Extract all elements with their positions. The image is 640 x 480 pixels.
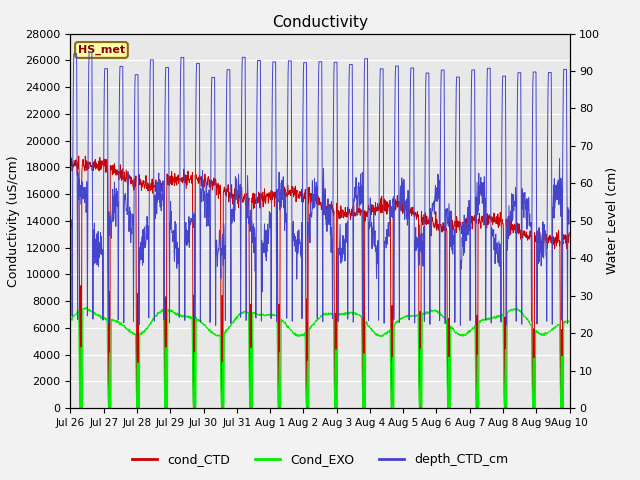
Title: Conductivity: Conductivity bbox=[272, 15, 368, 30]
Y-axis label: Water Level (cm): Water Level (cm) bbox=[606, 167, 619, 275]
Legend: cond_CTD, Cond_EXO, depth_CTD_cm: cond_CTD, Cond_EXO, depth_CTD_cm bbox=[127, 448, 513, 471]
Text: HS_met: HS_met bbox=[78, 45, 125, 55]
Y-axis label: Conductivity (uS/cm): Conductivity (uS/cm) bbox=[7, 155, 20, 287]
